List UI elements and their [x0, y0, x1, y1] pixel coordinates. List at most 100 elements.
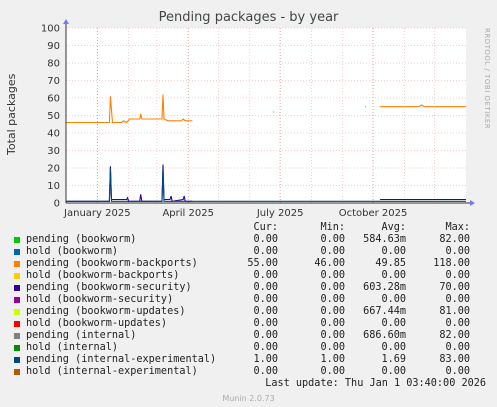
- plot-area: 0 10 20 30 40 50 60 70 80 90 100 January 2025 April…: [41, 19, 475, 219]
- y-tick-label: 30: [47, 146, 60, 157]
- legend-min-value: 46.00: [314, 258, 345, 269]
- y-tick-label: 0: [54, 199, 60, 210]
- legend-avg-value: 0.00: [381, 270, 406, 281]
- legend-swatch: [14, 273, 20, 279]
- legend-cur-value: 0.00: [253, 330, 278, 341]
- legend-swatch: [14, 261, 20, 267]
- x-tick-label: July 2025: [256, 208, 304, 219]
- legend-swatch: [14, 321, 20, 327]
- legend-row: pending (internal-experimental) 1.00 1.00 1…: [0, 354, 497, 366]
- last-update: Last update: Thu Jan 1 03:40:00 2026: [265, 378, 486, 389]
- legend-cur-value: 0.00: [253, 342, 278, 353]
- legend-swatch: [14, 309, 20, 315]
- legend-avg-value: 0.00: [381, 294, 406, 305]
- legend-series-name: hold (internal): [26, 342, 119, 353]
- legend-cur-value: 0.00: [253, 282, 278, 293]
- legend-row: hold (bookworm-backports) 0.00 0.00 0.00 0.0…: [0, 270, 497, 282]
- legend-row: pending (internal) 0.00 0.00 686.60m 82.00: [0, 330, 497, 342]
- legend-series-name: hold (internal-experimental): [26, 366, 198, 377]
- legend-cur-value: 55.00: [247, 258, 278, 269]
- legend-series-name: hold (bookworm-updates): [26, 318, 168, 329]
- legend-series-name: pending (bookworm): [26, 234, 137, 245]
- legend-max-value: 0.00: [445, 342, 470, 353]
- legend-row: hold (bookworm-security) 0.00 0.00 0.00 0.00: [0, 294, 497, 306]
- legend-cur-value: 0.00: [253, 270, 278, 281]
- legend-min-value: 0.00: [320, 318, 345, 329]
- x-tick-label: January 2025: [63, 208, 131, 219]
- legend-header-avg: Avg:: [381, 222, 406, 233]
- legend-cur-value: 0.00: [253, 234, 278, 245]
- legend-avg-value: 49.85: [375, 258, 406, 269]
- series-line: [66, 167, 466, 202]
- legend-min-value: 0.00: [320, 366, 345, 377]
- legend-avg-value: 667.44m: [363, 306, 406, 317]
- legend-avg-value: 686.60m: [363, 330, 406, 341]
- legend-min-value: 0.00: [320, 234, 345, 245]
- legend-swatch: [14, 297, 20, 303]
- y-tick-labels: 0 10 20 30 40 50 60 70 80 90 100: [41, 24, 60, 210]
- legend-swatch: [14, 357, 20, 363]
- legend-max-value: 83.00: [439, 354, 470, 365]
- legend-avg-value: 1.69: [381, 354, 406, 365]
- legend-max-value: 0.00: [445, 246, 470, 257]
- y-tick-label: 100: [41, 24, 60, 35]
- legend-header-cur: Cur:: [253, 222, 278, 233]
- legend-cur-value: 0.00: [253, 306, 278, 317]
- legend-cur-value: 1.00: [253, 354, 278, 365]
- x-tick-label: October 2025: [339, 208, 408, 219]
- series-line: [66, 94, 193, 124]
- legend-min-value: 0.00: [320, 330, 345, 341]
- legend-avg-value: 584.63m: [363, 234, 406, 245]
- legend-header-max: Max:: [445, 222, 470, 233]
- x-tick-label: April 2025: [162, 208, 213, 219]
- legend-min-value: 0.00: [320, 342, 345, 353]
- y-tick-label: 60: [47, 94, 60, 105]
- legend-series-name: pending (bookworm-security): [26, 282, 192, 293]
- y-axis-arrow-icon: [63, 19, 69, 24]
- legend-max-value: 82.00: [439, 234, 470, 245]
- series-line: [380, 104, 466, 108]
- grid-lines: [66, 27, 466, 204]
- legend-series-name: pending (bookworm-backports): [26, 258, 198, 269]
- legend-max-value: 70.00: [439, 282, 470, 293]
- legend-series-name: hold (bookworm): [26, 246, 119, 257]
- legend-row: hold (internal-experimental) 0.00 0.00 0.00…: [0, 366, 497, 378]
- y-tick-label: 80: [47, 59, 60, 70]
- legend-row: pending (bookworm-updates) 0.00 0.00 667.44…: [0, 306, 497, 318]
- legend-max-value: 0.00: [445, 366, 470, 377]
- legend-max-value: 0.00: [445, 318, 470, 329]
- legend-min-value: 0.00: [320, 282, 345, 293]
- legend-max-value: 81.00: [439, 306, 470, 317]
- legend-swatch: [14, 333, 20, 339]
- legend-cur-value: 0.00: [253, 366, 278, 377]
- legend-max-value: 0.00: [445, 294, 470, 305]
- legend-min-value: 0.00: [320, 306, 345, 317]
- legend-avg-value: 0.00: [381, 342, 406, 353]
- legend-max-value: 82.00: [439, 330, 470, 341]
- legend-min-value: 0.00: [320, 294, 345, 305]
- y-tick-label: 10: [47, 181, 60, 192]
- legend-cur-value: 0.00: [253, 294, 278, 305]
- legend-swatch: [14, 249, 20, 255]
- chart-title: Pending packages - by year: [158, 10, 339, 25]
- axes: [63, 19, 475, 206]
- legend-header-row: Cur: Min: Avg: Max:: [0, 222, 497, 234]
- rrdtool-watermark: RRDTOOL / TOBI OETIKER: [483, 28, 491, 130]
- legend-min-value: 0.00: [320, 270, 345, 281]
- legend-avg-value: 0.00: [381, 246, 406, 257]
- x-tick-labels: January 2025 April 2025 July 2025 October 2…: [63, 208, 407, 219]
- legend-series-name: pending (internal): [26, 330, 137, 341]
- legend-cur-value: 0.00: [253, 318, 278, 329]
- legend-cur-value: 0.00: [253, 246, 278, 257]
- legend-max-value: 0.00: [445, 270, 470, 281]
- legend-swatch: [14, 369, 20, 375]
- legend-series-name: hold (bookworm-security): [26, 294, 174, 305]
- legend-header-min: Min:: [320, 222, 345, 233]
- y-tick-label: 90: [47, 41, 60, 52]
- y-tick-label: 50: [47, 111, 60, 122]
- legend-row: pending (bookworm-security) 0.00 0.00 603.2…: [0, 282, 497, 294]
- y-tick-label: 40: [47, 129, 60, 140]
- x-axis-arrow-icon: [470, 200, 475, 206]
- legend-avg-value: 0.00: [381, 366, 406, 377]
